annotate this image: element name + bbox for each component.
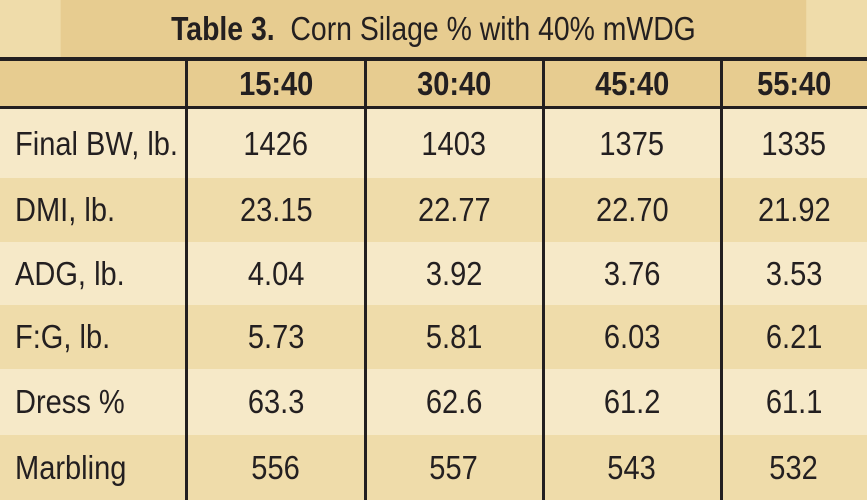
table-cell: 3.92: [425, 254, 483, 292]
table-row: ADG, lb. 4.04 3.92 3.76 3.53: [0, 242, 867, 305]
table-cell: 21.92: [757, 191, 831, 228]
row-label: DMI, lb.: [15, 191, 116, 228]
table-cell: 532: [769, 448, 819, 486]
col-header-55-40: 55:40: [756, 64, 832, 102]
table-number: Table 3.: [171, 10, 275, 47]
row-label: Dress %: [15, 383, 125, 420]
table-cell: 6.21: [765, 318, 823, 355]
row-label: F:G, lb.: [15, 318, 111, 355]
table-cell: 6.03: [603, 318, 661, 355]
row-label: Marbling: [15, 448, 127, 486]
table-cell: 556: [251, 448, 301, 486]
table-row: Final BW, lb. 1426 1403 1375 1335: [0, 109, 867, 178]
table-cell: 23.15: [239, 191, 313, 228]
table-cell: 61.2: [603, 383, 661, 420]
col-header-15-40: 15:40: [238, 64, 314, 102]
row-label: ADG, lb.: [15, 254, 125, 292]
table-title: Table 3. Corn Silage % with 40% mWDG: [60, 0, 807, 57]
table-cell: 557: [429, 448, 479, 486]
table-cell: 1403: [421, 124, 487, 162]
table-row: Marbling 556 557 543 532: [0, 435, 867, 500]
column-divider: [364, 57, 367, 500]
table-cell: 5.73: [247, 318, 305, 355]
column-divider: [542, 57, 545, 500]
table-cell: 62.6: [425, 383, 483, 420]
header-row: 15:40 30:40 45:40 55:40: [0, 61, 867, 106]
col-header-45-40: 45:40: [594, 64, 670, 102]
table-cell: 63.3: [247, 383, 305, 420]
table-cell: 4.04: [247, 254, 305, 292]
table-cell: 22.77: [417, 191, 491, 228]
table-cell: 3.53: [765, 254, 823, 292]
table-row: F:G, lb. 5.73 5.81 6.03 6.21: [0, 305, 867, 369]
table-cell: 5.81: [425, 318, 483, 355]
column-divider: [720, 57, 723, 500]
header-divider: [0, 106, 867, 109]
table-cell: 22.70: [595, 191, 669, 228]
table-row: DMI, lb. 23.15 22.77 22.70 21.92: [0, 178, 867, 242]
column-divider: [185, 57, 188, 500]
table-caption: Corn Silage % with 40% mWDG: [290, 10, 696, 47]
col-header-30-40: 30:40: [416, 64, 492, 102]
table-cell: 3.76: [603, 254, 661, 292]
row-label: Final BW, lb.: [15, 124, 179, 162]
table-cell: 1375: [599, 124, 665, 162]
table-cell: 1426: [243, 124, 309, 162]
table-cell: 61.1: [765, 383, 823, 420]
title-divider: [0, 57, 867, 61]
table-cell: 543: [607, 448, 657, 486]
table-row: Dress % 63.3 62.6 61.2 61.1: [0, 369, 867, 435]
table-cell: 1335: [761, 124, 827, 162]
